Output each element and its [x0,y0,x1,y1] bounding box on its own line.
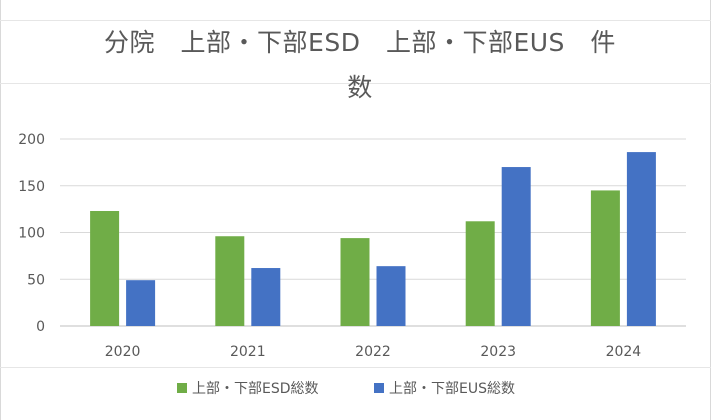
bar-esd-2024 [590,190,620,326]
legend-swatch-esd [177,383,187,393]
legend-item-esd: 上部・下部ESD総数 [177,378,319,398]
chart-title-line-1: 分院 上部・下部ESD 上部・下部EUS 件 [104,28,616,57]
y-tick-label: 150 [18,179,45,195]
legend-label-eus: 上部・下部EUS総数 [389,381,515,397]
bar-esd-2021 [215,236,245,326]
x-tick-label: 2024 [606,344,642,360]
x-tick-label: 2020 [105,344,141,360]
chart-legend: 上部・下部ESD総数 上部・下部EUS総数 [0,378,711,400]
x-tick-label: 2022 [355,344,391,360]
y-tick-label: 50 [27,272,45,288]
y-tick-label: 0 [36,319,45,335]
x-tick-label: 2021 [230,344,266,360]
legend-swatch-eus [374,383,384,393]
x-tick-label: 2023 [480,344,516,360]
bar-esd-2020 [90,210,120,326]
chart-title-line-2: 数 [347,73,373,102]
legend-item-eus: 上部・下部EUS総数 [374,378,515,398]
bar-eus-2022 [376,266,406,326]
bar-eus-2023 [501,167,531,326]
bar-eus-2020 [126,280,156,326]
bar-esd-2022 [340,238,370,326]
bar-eus-2021 [251,268,281,326]
sheet-row-line [0,83,711,84]
y-tick-label: 200 [18,132,45,148]
sheet-row-line [0,367,711,368]
y-tick-label: 100 [18,226,45,242]
sheet-row-line [0,20,711,21]
bar-eus-2024 [626,152,656,326]
bar-esd-2023 [465,221,495,326]
legend-label-esd: 上部・下部ESD総数 [192,381,319,397]
